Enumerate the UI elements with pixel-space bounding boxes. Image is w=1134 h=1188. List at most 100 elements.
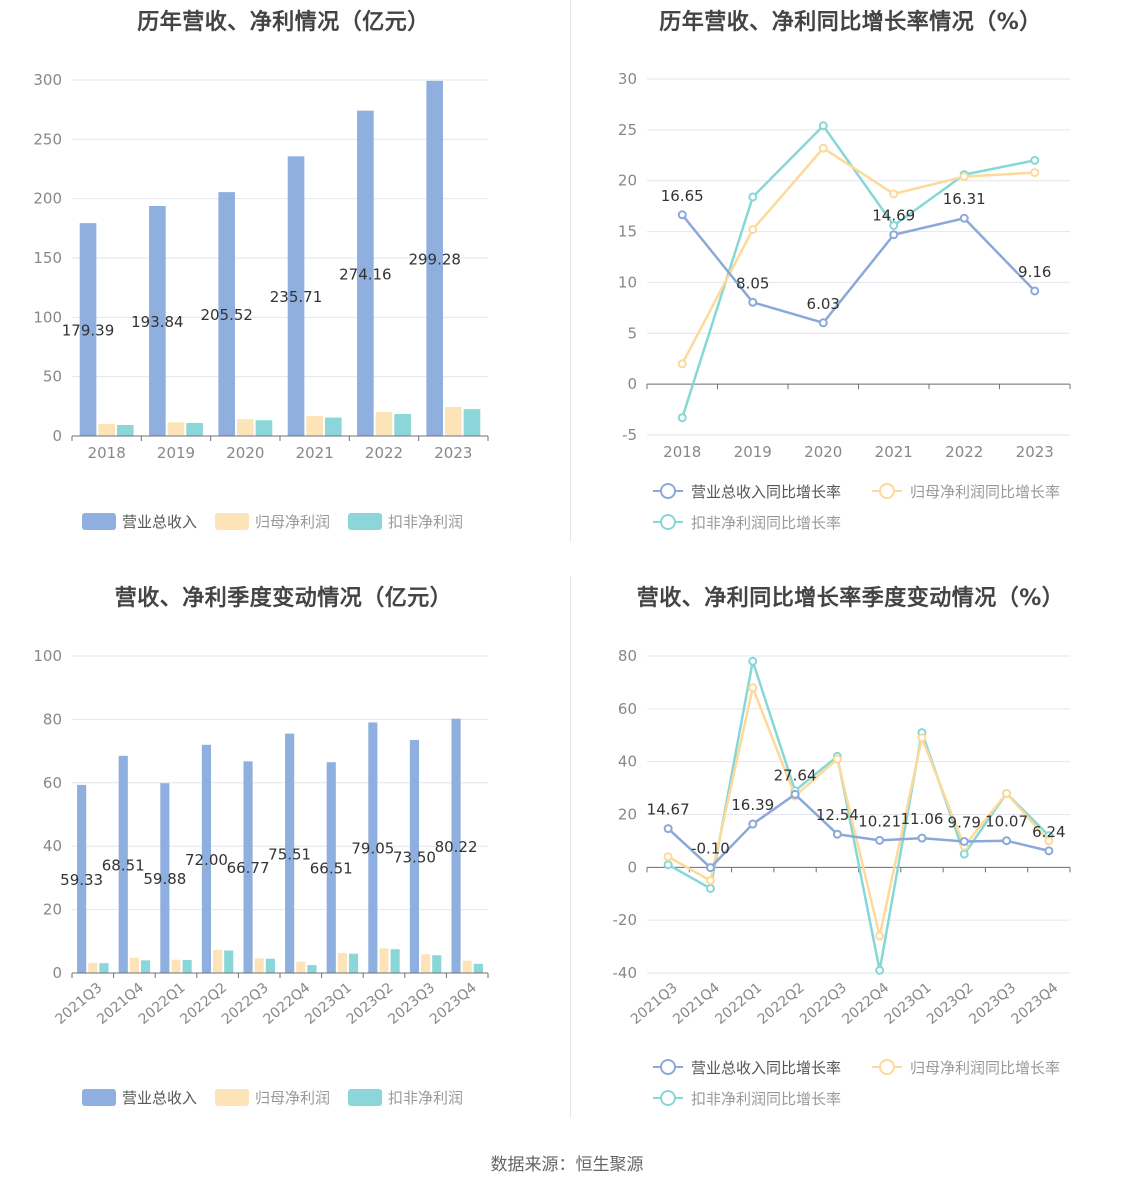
bar-parent-profit bbox=[379, 948, 389, 973]
legend-marker bbox=[660, 514, 676, 530]
x-tick-label: 2022 bbox=[945, 443, 983, 461]
chart-panel-annual-amount: 历年营收、净利情况（亿元） 0 50 100 150 200 250 300 2018 2019… bbox=[0, 0, 567, 560]
legend-label: 归母净利润 bbox=[255, 1089, 330, 1107]
chart-title: 营收、净利季度变动情况（亿元） bbox=[114, 586, 453, 611]
y-tick-label: 15 bbox=[618, 223, 637, 241]
data-point bbox=[818, 143, 828, 153]
data-point bbox=[663, 860, 673, 870]
legend-label: 归母净利润 bbox=[255, 513, 330, 531]
x-tick-label: 2023Q4 bbox=[427, 980, 480, 1028]
bar-parent-profit bbox=[375, 412, 393, 436]
data-point bbox=[818, 318, 828, 328]
bar-parent-profit bbox=[171, 959, 181, 973]
x-tick-label: 2019 bbox=[157, 444, 195, 462]
y-tick-label: 80 bbox=[43, 710, 62, 728]
vertical-divider-bottom bbox=[570, 576, 571, 1118]
y-tick-label: 100 bbox=[33, 647, 62, 665]
legend-swatch bbox=[348, 1089, 382, 1106]
data-label: 14.69 bbox=[872, 207, 915, 225]
data-label: 10.07 bbox=[985, 813, 1028, 831]
x-tick-label: 2023Q4 bbox=[1009, 980, 1062, 1028]
data-label: 10.21 bbox=[858, 812, 901, 830]
bar-revenue bbox=[326, 762, 336, 973]
y-tick-label: 0 bbox=[627, 858, 637, 876]
data-point bbox=[1044, 846, 1054, 856]
legend-marker bbox=[879, 1059, 895, 1075]
x-tick-label: 2021 bbox=[875, 443, 913, 461]
data-point bbox=[917, 833, 927, 843]
x-tick-label: 2022Q1 bbox=[712, 980, 765, 1028]
legend-label: 归母净利润同比增长率 bbox=[910, 483, 1060, 501]
chart-title: 历年营收、净利同比增长率情况（%） bbox=[659, 10, 1042, 35]
data-label: 6.03 bbox=[807, 295, 840, 313]
y-tick-label: 250 bbox=[33, 130, 62, 148]
legend-label: 扣非净利润同比增长率 bbox=[691, 1090, 841, 1108]
chart-panel-annual-growth: 历年营收、净利同比增长率情况（%） -5 0 5 10 15 20 25 30 2018 2019… bbox=[567, 0, 1134, 560]
data-label: 9.79 bbox=[948, 813, 981, 831]
data-point bbox=[875, 931, 885, 941]
bar-deducted-profit bbox=[307, 965, 317, 973]
data-point bbox=[1002, 788, 1012, 798]
x-tick-label: 2019 bbox=[734, 443, 772, 461]
legend-label: 营业总收入同比增长率 bbox=[691, 483, 841, 501]
data-label: 8.05 bbox=[736, 274, 769, 292]
y-tick-label: 0 bbox=[52, 427, 62, 445]
data-point bbox=[748, 225, 758, 235]
bar-deducted-profit bbox=[116, 424, 134, 436]
data-label: 14.67 bbox=[647, 801, 690, 819]
y-tick-label: 0 bbox=[52, 964, 62, 982]
legend-marker bbox=[660, 1059, 676, 1075]
data-label: 66.51 bbox=[310, 860, 353, 878]
data-label: 16.31 bbox=[943, 190, 986, 208]
data-point bbox=[959, 213, 969, 223]
bar-parent-profit bbox=[421, 954, 431, 973]
data-point bbox=[889, 230, 899, 240]
x-tick-label: 2020 bbox=[804, 443, 842, 461]
data-label: 27.64 bbox=[774, 766, 817, 784]
data-label: 205.52 bbox=[200, 306, 253, 324]
data-point bbox=[875, 965, 885, 975]
legend-swatch bbox=[215, 1089, 249, 1106]
legend-label: 营业总收入 bbox=[122, 513, 197, 531]
legend-label: 营业总收入 bbox=[122, 1089, 197, 1107]
bar-deducted-profit bbox=[140, 960, 151, 973]
vertical-divider-top bbox=[570, 0, 571, 542]
y-tick-label: -40 bbox=[613, 964, 638, 982]
annual-growth-chart: -5 0 5 10 15 20 25 30 2018 2019 2020 2021 2022 2023 16… bbox=[618, 70, 1071, 532]
y-tick-label: 30 bbox=[618, 70, 637, 88]
bar-parent-profit bbox=[254, 958, 264, 973]
chart-panel-quarterly-amount: 营收、净利季度变动情况（亿元） 0 20 40 60 80 100 2021Q3 2021Q4… bbox=[0, 576, 567, 1136]
legend-swatch bbox=[348, 513, 382, 530]
data-point bbox=[705, 863, 715, 873]
data-point bbox=[1030, 168, 1040, 178]
series-line bbox=[667, 660, 1050, 971]
bar-parent-profit bbox=[306, 416, 323, 436]
bar-revenue bbox=[426, 80, 444, 436]
data-point bbox=[663, 852, 673, 862]
y-tick-label: -20 bbox=[613, 911, 638, 929]
bar-parent-profit bbox=[445, 407, 462, 436]
x-tick-label: 2023 bbox=[1016, 443, 1054, 461]
bar-parent-profit bbox=[129, 957, 139, 973]
y-tick-label: 20 bbox=[618, 806, 637, 824]
legend-label: 扣非净利润同比增长率 bbox=[691, 514, 841, 532]
y-tick-label: 20 bbox=[43, 901, 62, 919]
data-point bbox=[889, 189, 899, 199]
legend-swatch bbox=[215, 513, 249, 530]
chart-panel-quarterly-growth: 营收、净利同比增长率季度变动情况（%） -40 -20 0 20 40 60 80 2021Q… bbox=[567, 576, 1134, 1136]
legend-marker bbox=[660, 1090, 676, 1106]
bar-revenue bbox=[409, 740, 420, 973]
y-tick-label: 50 bbox=[43, 368, 62, 386]
bar-deducted-profit bbox=[324, 417, 342, 436]
data-point bbox=[1002, 836, 1012, 846]
data-point bbox=[818, 121, 828, 131]
series-line bbox=[681, 146, 1035, 365]
data-label: 179.39 bbox=[62, 322, 115, 340]
bar-parent-profit bbox=[337, 953, 347, 973]
chart-title: 营收、净利同比增长率季度变动情况（%） bbox=[636, 586, 1065, 611]
data-point bbox=[917, 733, 927, 743]
bar-revenue bbox=[218, 192, 236, 436]
annual-amount-chart: 0 50 100 150 200 250 300 2018 2019 2020 2021 2022 20… bbox=[33, 71, 489, 531]
bar-parent-profit bbox=[167, 422, 185, 436]
data-point bbox=[959, 836, 969, 846]
